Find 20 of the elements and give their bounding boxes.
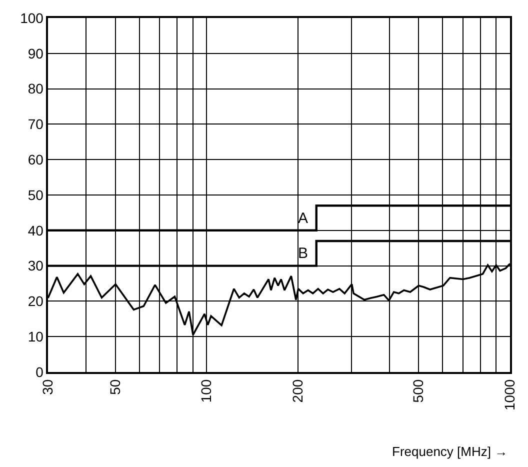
series-label: A bbox=[298, 210, 308, 227]
y-tick-label: 60 bbox=[28, 152, 44, 168]
x-tick-label: 30 bbox=[40, 379, 56, 395]
x-tick-label: 100 bbox=[198, 379, 214, 403]
x-tick-label: 500 bbox=[410, 379, 426, 403]
x-tick-label: 50 bbox=[106, 379, 123, 395]
y-tick-label: 50 bbox=[28, 186, 44, 203]
y-tick-label: 90 bbox=[28, 45, 44, 62]
y-tick-label: 10 bbox=[28, 328, 44, 344]
y-tick-label: 100 bbox=[20, 10, 44, 26]
y-tick-label: 30 bbox=[28, 258, 44, 274]
y-tick-label: 40 bbox=[28, 222, 44, 238]
y-tick-label: 0 bbox=[36, 364, 44, 380]
y-tick-label: 20 bbox=[28, 293, 44, 310]
x-axis-title: Frequency [MHz] → bbox=[392, 444, 508, 459]
series-label: B bbox=[298, 245, 308, 262]
y-tick-label: 80 bbox=[28, 80, 44, 97]
x-tick-label: 200 bbox=[290, 379, 306, 403]
x-tick-label: 1000 bbox=[502, 379, 518, 411]
y-tick-label: 70 bbox=[28, 116, 44, 132]
